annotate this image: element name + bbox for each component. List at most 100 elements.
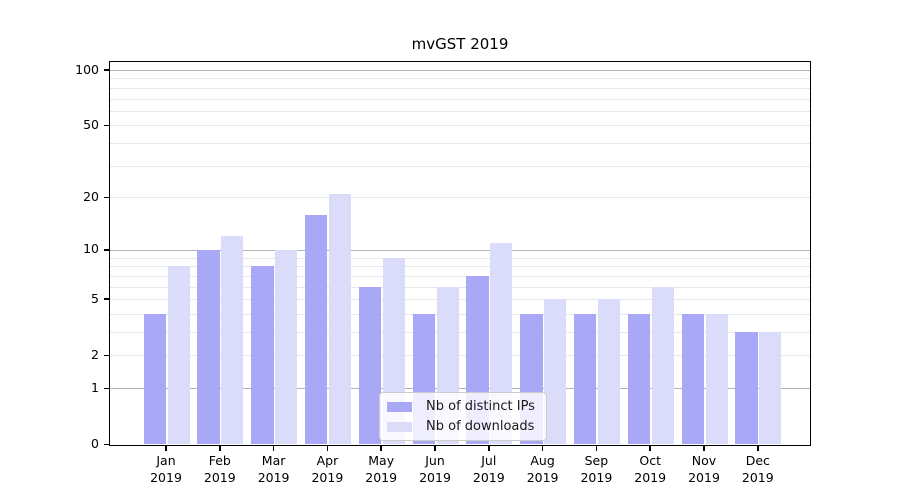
legend-label-downloads: Nb of downloads xyxy=(426,419,535,434)
minor-gridline xyxy=(110,286,810,288)
x-tick xyxy=(541,446,544,451)
x-tick xyxy=(434,446,436,451)
bar-downloads-aug xyxy=(544,299,567,445)
y-tick xyxy=(104,124,109,127)
chart-title: mvGST 2019 xyxy=(411,35,509,53)
bar-downloads-oct xyxy=(651,286,674,445)
minor-gridline xyxy=(110,143,810,145)
x-tick-label: Jan 2019 xyxy=(134,452,198,486)
x-tick xyxy=(219,446,221,451)
x-label-year: 2019 xyxy=(688,470,720,485)
x-tick-label: Nov 2019 xyxy=(672,452,736,486)
x-tick-label: Dec 2019 xyxy=(726,452,790,486)
legend-label-distinct-ips: Nb of distinct IPs xyxy=(426,399,535,414)
y-tick-label: 50 xyxy=(83,116,99,132)
minor-gridline xyxy=(110,98,810,100)
x-tick xyxy=(488,446,490,451)
minor-gridline xyxy=(110,332,810,333)
legend-swatch-downloads xyxy=(387,421,412,432)
y-tick xyxy=(104,69,109,71)
x-label-month: Jan xyxy=(156,453,176,468)
x-tick xyxy=(165,446,167,451)
x-label-year: 2019 xyxy=(203,470,236,485)
bar-downloads-dec xyxy=(759,332,782,445)
minor-gridline xyxy=(110,266,810,268)
x-tick xyxy=(757,446,759,451)
x-label-month: Jul xyxy=(481,453,497,468)
y-tick-label: 20 xyxy=(83,188,99,204)
x-tick xyxy=(272,446,275,451)
y-tick-label: 10 xyxy=(83,241,99,257)
x-label-month: Jun xyxy=(425,453,445,468)
y-tick xyxy=(104,354,109,357)
bar-distinct-ips-oct xyxy=(627,313,651,445)
x-label-month: Dec xyxy=(745,453,770,468)
x-label-month: Nov xyxy=(691,453,717,468)
major-gridline xyxy=(110,388,810,390)
bar-downloads-sep xyxy=(597,299,620,445)
minor-gridline xyxy=(110,275,810,277)
x-label-year: 2019 xyxy=(472,470,505,485)
x-label-month: Feb xyxy=(208,453,231,468)
minor-gridline xyxy=(110,313,810,315)
x-label-month: Apr xyxy=(316,453,339,468)
bar-distinct-ips-jan xyxy=(143,313,166,445)
legend-item-downloads: Nb of downloads xyxy=(387,419,535,434)
y-tick xyxy=(104,196,109,199)
minor-gridline xyxy=(110,78,810,80)
y-tick-label: 2 xyxy=(91,346,99,362)
bar-distinct-ips-may xyxy=(358,286,382,445)
y-tick xyxy=(104,298,109,300)
bar-distinct-ips-sep xyxy=(573,313,597,445)
y-tick xyxy=(104,249,109,251)
legend: Nb of distinct IPs Nb of downloads xyxy=(379,392,547,441)
x-tick-label: Apr 2019 xyxy=(295,452,359,486)
x-label-year: 2019 xyxy=(419,470,451,485)
bar-distinct-ips-nov xyxy=(681,313,704,445)
minor-gridline xyxy=(110,355,810,357)
bar-distinct-ips-apr xyxy=(304,214,328,445)
x-tick xyxy=(595,446,598,451)
x-label-month: Oct xyxy=(639,453,661,468)
minor-gridline xyxy=(110,197,810,199)
legend-swatch-distinct-ips xyxy=(387,401,412,412)
bar-downloads-mar xyxy=(275,249,298,445)
x-tick-label: Sep 2019 xyxy=(564,452,628,486)
x-label-year: 2019 xyxy=(580,470,613,485)
y-tick-label: 0 xyxy=(91,436,99,451)
x-label-month: Mar xyxy=(261,453,286,468)
x-tick-label: Aug 2019 xyxy=(511,452,575,486)
x-tick xyxy=(703,446,705,451)
bar-downloads-jan xyxy=(167,266,190,445)
bar-distinct-ips-mar xyxy=(251,266,274,445)
x-label-year: 2019 xyxy=(741,470,774,485)
major-gridline xyxy=(110,249,810,252)
x-label-month: Sep xyxy=(584,453,609,468)
minor-gridline xyxy=(110,87,810,89)
x-label-year: 2019 xyxy=(634,470,667,485)
major-gridline xyxy=(110,70,810,72)
bar-downloads-apr xyxy=(328,193,351,445)
x-label-year: 2019 xyxy=(257,470,290,485)
bar-downloads-nov xyxy=(705,313,728,445)
x-tick-label: Jun 2019 xyxy=(403,452,467,486)
y-tick xyxy=(104,443,109,446)
plot-area xyxy=(110,62,810,445)
bar-distinct-ips-dec xyxy=(735,332,758,445)
bar-distinct-ips-feb xyxy=(197,249,220,445)
legend-item-distinct-ips: Nb of distinct IPs xyxy=(387,399,535,414)
x-label-month: Aug xyxy=(530,453,555,468)
x-tick xyxy=(326,446,329,451)
x-tick-label: Oct 2019 xyxy=(618,452,682,486)
x-tick-label: Feb 2019 xyxy=(188,452,252,486)
x-label-year: 2019 xyxy=(526,470,559,485)
x-tick xyxy=(380,446,382,451)
minor-gridline xyxy=(110,299,810,301)
minor-gridline xyxy=(110,257,810,259)
y-tick xyxy=(104,387,109,389)
x-label-year: 2019 xyxy=(150,470,182,485)
x-tick-label: Jul 2019 xyxy=(457,452,521,486)
y-tick-label: 1 xyxy=(91,379,99,395)
x-label-month: May xyxy=(368,453,395,468)
